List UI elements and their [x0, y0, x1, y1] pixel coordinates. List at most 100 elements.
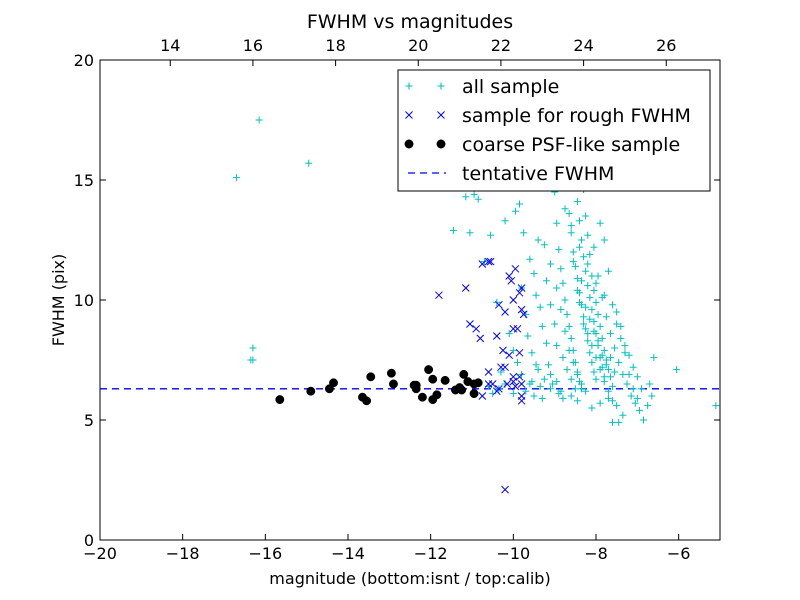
- rough-fwhm-point: [515, 288, 524, 297]
- all-sample-point: [553, 284, 561, 292]
- coarse-psf-point: [329, 378, 338, 388]
- all-sample-point: [633, 394, 641, 402]
- all-sample-point: [578, 380, 586, 388]
- all-sample-point: [596, 399, 604, 407]
- y-tick-label: 5: [84, 411, 94, 430]
- all-sample-point: [553, 378, 561, 386]
- all-sample-point: [534, 236, 542, 244]
- all-sample-point: [621, 349, 629, 357]
- legend-marker-x-left: [405, 111, 413, 119]
- coarse-psf-point: [389, 379, 398, 389]
- all-sample-point: [600, 346, 608, 354]
- rough-fwhm-point: [495, 300, 503, 309]
- all-sample-point: [588, 342, 596, 350]
- all-sample-point: [594, 337, 602, 345]
- all-sample-point: [511, 207, 519, 215]
- all-sample-point: [522, 387, 530, 395]
- rough-fwhm-point: [501, 363, 509, 372]
- all-sample-point: [544, 361, 552, 369]
- all-sample-point: [553, 342, 561, 350]
- all-sample-point: [613, 308, 621, 316]
- all-sample-point: [249, 356, 257, 364]
- all-sample-point: [712, 402, 720, 410]
- rough-fwhm-point: [511, 264, 520, 273]
- all-sample-point: [609, 418, 617, 426]
- all-sample-point: [596, 219, 604, 227]
- all-sample-point: [551, 320, 559, 328]
- all-sample-point: [598, 334, 606, 342]
- x-tick-label: −6: [667, 544, 691, 563]
- rough-fwhm-point: [492, 332, 501, 340]
- all-sample-point: [305, 159, 313, 167]
- rough-fwhm-point: [499, 346, 507, 355]
- rough-fwhm-point: [501, 485, 509, 494]
- x-tick-label: −12: [414, 544, 448, 563]
- all-sample-point: [565, 322, 573, 330]
- coarse-psf-point: [306, 386, 316, 396]
- all-sample-point: [600, 236, 608, 244]
- all-sample-point: [617, 322, 625, 330]
- all-sample-point: [588, 306, 596, 314]
- rough-fwhm-point: [461, 284, 470, 292]
- legend-item-all-sample: all sample: [405, 76, 559, 98]
- all-sample-point: [534, 366, 542, 374]
- all-sample-point: [571, 385, 579, 393]
- all-sample-point: [501, 217, 509, 225]
- legend-marker-plus-right: [437, 82, 445, 90]
- rough-fwhm-point: [435, 291, 443, 300]
- rough-fwhm-point: [501, 308, 509, 316]
- rough-fwhm-point: [505, 351, 514, 360]
- all-sample-point: [594, 310, 602, 318]
- all-sample-point: [617, 334, 625, 342]
- all-sample-point: [580, 320, 588, 328]
- rough-fwhm-point: [507, 276, 516, 285]
- all-sample-point: [590, 327, 598, 335]
- rough-fwhm-point: [466, 320, 474, 328]
- series-rough-fwhm-sample: [435, 257, 528, 494]
- all-sample-point: [559, 354, 567, 362]
- all-sample-point: [586, 250, 594, 258]
- all-sample-point: [627, 392, 635, 400]
- all-sample-point: [462, 193, 470, 201]
- all-sample-point: [648, 392, 656, 400]
- all-sample-point: [536, 303, 544, 311]
- all-sample-point: [567, 392, 575, 400]
- all-sample-point: [640, 416, 648, 424]
- all-sample-point: [596, 322, 604, 330]
- all-sample-point: [573, 286, 581, 294]
- all-sample-point: [629, 385, 637, 393]
- all-sample-point: [600, 378, 608, 386]
- all-sample-point: [584, 330, 592, 338]
- coarse-psf-point: [473, 378, 483, 388]
- rough-fwhm-point: [517, 380, 526, 388]
- all-sample-point: [596, 366, 604, 374]
- all-sample-point: [637, 385, 645, 393]
- coarse-psf-point: [386, 368, 396, 378]
- all-sample-point: [590, 243, 598, 251]
- all-sample-point: [563, 366, 571, 374]
- all-sample-point: [520, 229, 528, 237]
- all-sample-point: [594, 272, 602, 280]
- legend-item-rough-fwhm: sample for rough FWHM: [405, 105, 691, 127]
- legend-marker-x-right: [437, 111, 445, 119]
- top-tick-label: 26: [656, 36, 676, 55]
- all-sample-point: [584, 282, 592, 290]
- all-sample-point: [582, 303, 590, 311]
- all-sample-point: [540, 375, 548, 383]
- rough-fwhm-point: [484, 257, 493, 266]
- rough-fwhm-point: [486, 257, 495, 266]
- all-sample-point: [526, 255, 534, 263]
- all-sample-point: [590, 318, 598, 326]
- all-sample-point: [575, 243, 583, 251]
- x-tick-label: −8: [584, 544, 608, 563]
- all-sample-point: [528, 378, 536, 386]
- all-sample-point: [542, 277, 550, 285]
- all-sample-point: [557, 265, 565, 273]
- all-sample-point: [578, 277, 586, 285]
- all-sample-point: [567, 229, 575, 237]
- coarse-psf-point: [457, 385, 467, 395]
- x-tick-label: −18: [166, 544, 200, 563]
- all-sample-point: [588, 358, 596, 366]
- rough-fwhm-point: [503, 380, 511, 388]
- rough-fwhm-point: [515, 348, 524, 357]
